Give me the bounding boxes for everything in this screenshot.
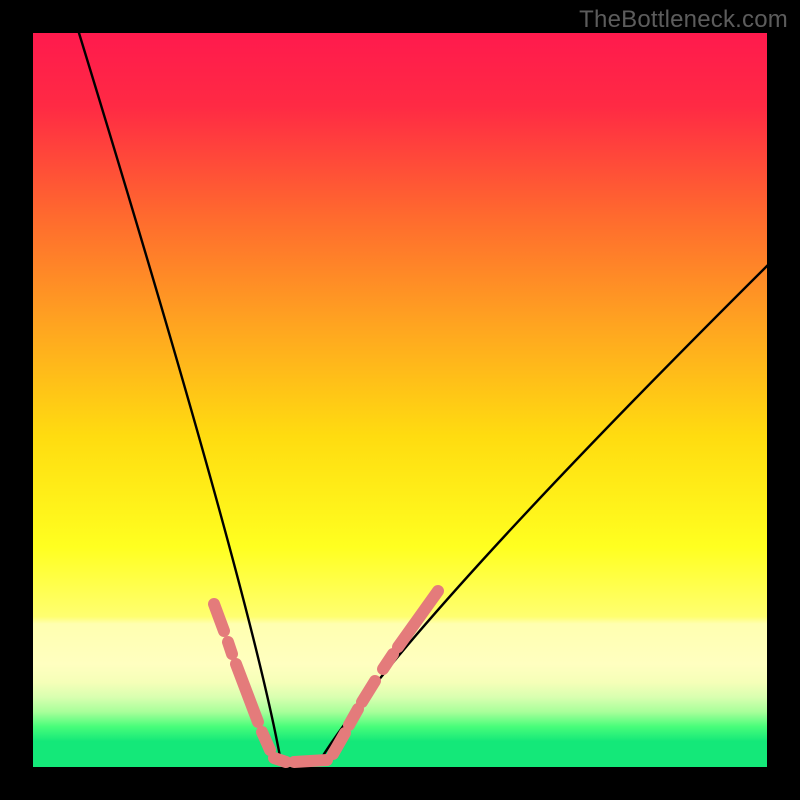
segment — [294, 760, 327, 762]
segment — [228, 642, 232, 654]
segment — [274, 758, 286, 762]
segment — [349, 709, 358, 725]
plot-background — [33, 33, 767, 767]
segment — [383, 654, 393, 669]
bottleneck-chart — [0, 0, 800, 800]
segment — [262, 732, 270, 750]
